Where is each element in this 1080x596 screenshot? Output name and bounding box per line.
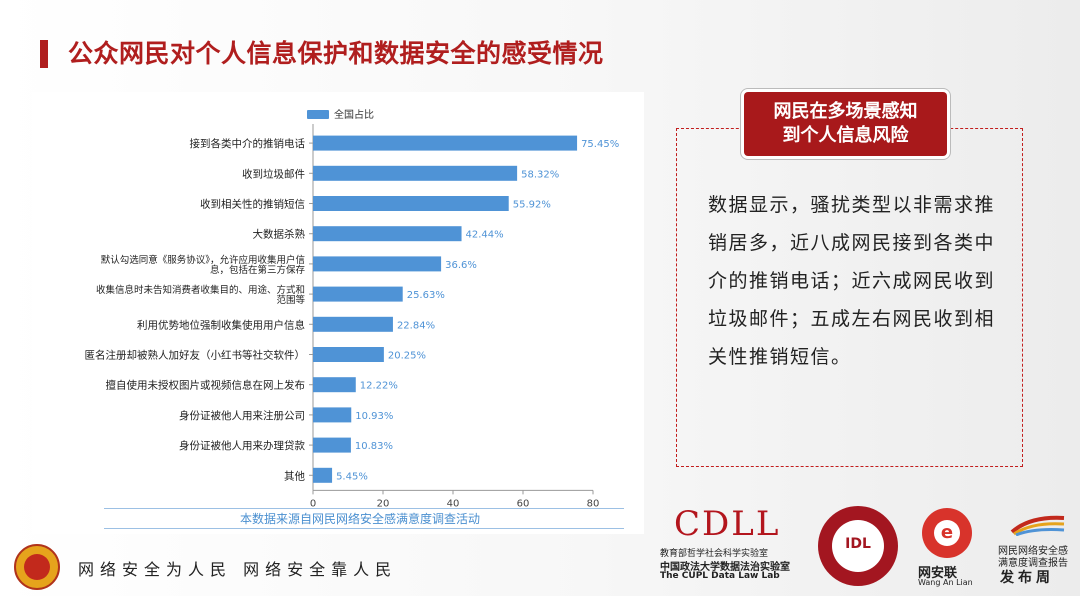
bar (313, 165, 518, 181)
cyber-security-emblem-icon (14, 544, 60, 590)
category-label: 息，包括在第三方保存 (210, 264, 306, 276)
bar-value-label: 12.22% (360, 381, 398, 392)
bar (313, 377, 356, 393)
category-label: 收集信息时未告知消费者收集目的、用途、方式和 (96, 284, 305, 296)
bar-value-label: 25.63% (407, 290, 445, 301)
insight-panel-tag: 网民在多场景感知 到个人信息风险 (744, 92, 947, 156)
category-label: 接到各类中介的推销电话 (190, 137, 306, 150)
category-label: 收到垃圾邮件 (242, 167, 305, 180)
category-label: 匿名注册却被熟人加好友（小红书等社交软件） (85, 349, 306, 362)
report-title-line-1: 网民网络安全感 (998, 546, 1068, 557)
bar (313, 407, 352, 423)
footer-slogan: 网络安全为人民 网络安全靠人民 (78, 560, 398, 579)
bar (313, 347, 384, 362)
cdll-logo-subtitle-3: The CUPL Data Law Lab (660, 571, 780, 581)
bar-value-label: 5.45% (336, 471, 368, 482)
bar-value-label: 36.6% (445, 260, 477, 271)
bar (313, 196, 509, 211)
bar-value-label: 10.93% (355, 411, 393, 422)
category-label: 范围等 (276, 294, 305, 306)
category-label: 身份证被他人用来办理贷款 (179, 439, 305, 452)
cdll-logo-subtitle-2: 中国政法大学数据法治实验室 (660, 562, 790, 573)
category-label: 收到相关性的推销短信 (200, 198, 305, 211)
seal-center (832, 520, 884, 572)
legend-swatch (307, 110, 329, 119)
bar-value-label: 75.45% (581, 139, 619, 150)
bar (313, 135, 578, 151)
bar-value-label: 20.25% (388, 351, 426, 362)
category-label: 擅自使用未授权图片或视频信息在网上发布 (106, 379, 306, 392)
cupl-seal-icon: IDL (818, 506, 898, 586)
wanganlian-name-en: Wang An Lian (918, 578, 973, 587)
bar-value-label: 10.83% (355, 441, 393, 452)
wanganlian-badge-center: e (934, 520, 960, 546)
bar (313, 256, 442, 272)
bar-value-label: 42.44% (466, 230, 504, 241)
source-divider-bottom (104, 528, 624, 529)
x-tick-label: 60 (517, 498, 530, 509)
category-label: 默认勾选同意《服务协议》，允许应用收集用户信 (101, 254, 305, 266)
insight-panel-text: 数据显示，骚扰类型以非需求推销居多，近八成网民接到各类中介的推销电话；近六成网民… (708, 194, 996, 368)
bar-value-label: 22.84% (397, 320, 435, 331)
bar (313, 226, 462, 242)
category-label: 大数据杀熟 (253, 228, 306, 241)
report-title-line-3: 发布周 (1000, 570, 1054, 586)
title-accent-bar (40, 40, 48, 68)
x-tick-label: 80 (587, 498, 600, 509)
bar (313, 286, 403, 302)
cdll-logo: CDLL (674, 504, 781, 544)
category-label: 身份证被他人用来注册公司 (179, 409, 305, 422)
chart-container: 全国占比 75.45% 接到各类中介的推销电话 58.32% 收到垃圾邮件 55.92% 收… (32, 92, 644, 534)
category-label: 其他 (284, 469, 305, 482)
legend-label: 全国占比 (334, 108, 374, 121)
x-tick-label: 20 (377, 498, 390, 509)
report-ribbon-icon (1010, 515, 1065, 536)
wanganlian-name: 网安联 (918, 566, 958, 581)
bar (313, 467, 333, 483)
cdll-logo-subtitle-1: 教育部哲学社会科学实验室 (660, 549, 769, 559)
x-tick-label: 0 (310, 498, 316, 509)
wanganlian-badge-icon: e (922, 508, 972, 558)
category-label: 利用优势地位强制收集使用用户信息 (137, 318, 305, 331)
emblem-center (24, 554, 50, 580)
seal-text: IDL (845, 536, 871, 552)
x-tick-label: 40 (447, 498, 460, 509)
bar (313, 316, 393, 332)
page-title: 公众网民对个人信息保护和数据安全的感受情况 (68, 39, 604, 68)
report-title-line-2: 满意度调查报告 (998, 558, 1068, 569)
bar (313, 437, 351, 453)
bar-chart: 全国占比 75.45% 接到各类中介的推销电话 58.32% 收到垃圾邮件 55.92% 收… (85, 108, 620, 509)
bar-value-label: 55.92% (513, 200, 551, 211)
source-divider-top (104, 508, 624, 509)
chart-source-note: 本数据来源自网民网络安全感满意度调查活动 (239, 512, 480, 526)
bar-value-label: 58.32% (521, 169, 559, 180)
